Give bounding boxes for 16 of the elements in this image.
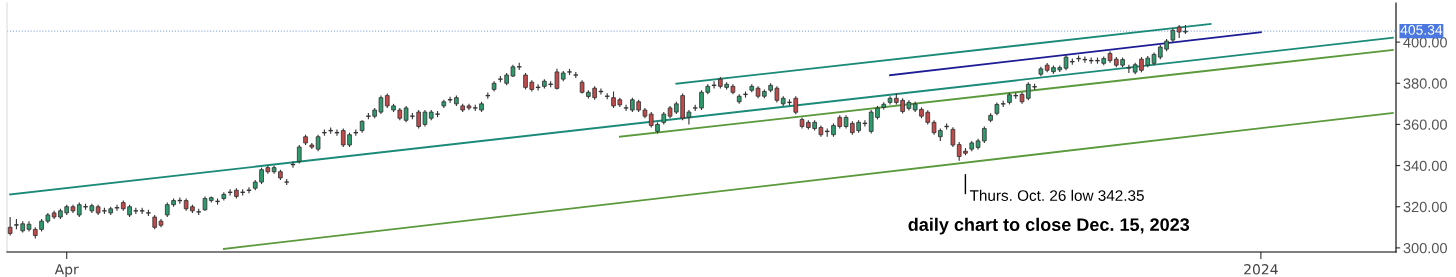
- candlestick: [950, 126, 956, 148]
- candlestick: [296, 144, 302, 165]
- annotation: Thurs. Oct. 26 low 342.35: [969, 189, 1144, 201]
- y-tick-label: 320.00: [1403, 201, 1447, 213]
- candlestick: [1125, 64, 1132, 74]
- x-tick-label: 2024: [1244, 264, 1278, 275]
- text: daily chart to close Dec. 15, 2023: [908, 217, 1190, 235]
- y-tick-label: 340.00: [1403, 160, 1447, 171]
- y-tick-label: 300.00: [1403, 242, 1447, 254]
- y-tick-label: 380.00: [1403, 78, 1447, 89]
- candlestick: [139, 207, 146, 215]
- y-tick-label: 360.00: [1403, 119, 1447, 130]
- x-tick-label: Apr: [54, 264, 79, 277]
- candlestick: [623, 104, 629, 112]
- candlestick: [7, 216, 13, 237]
- ref-line-label: 405.34: [1400, 25, 1443, 35]
